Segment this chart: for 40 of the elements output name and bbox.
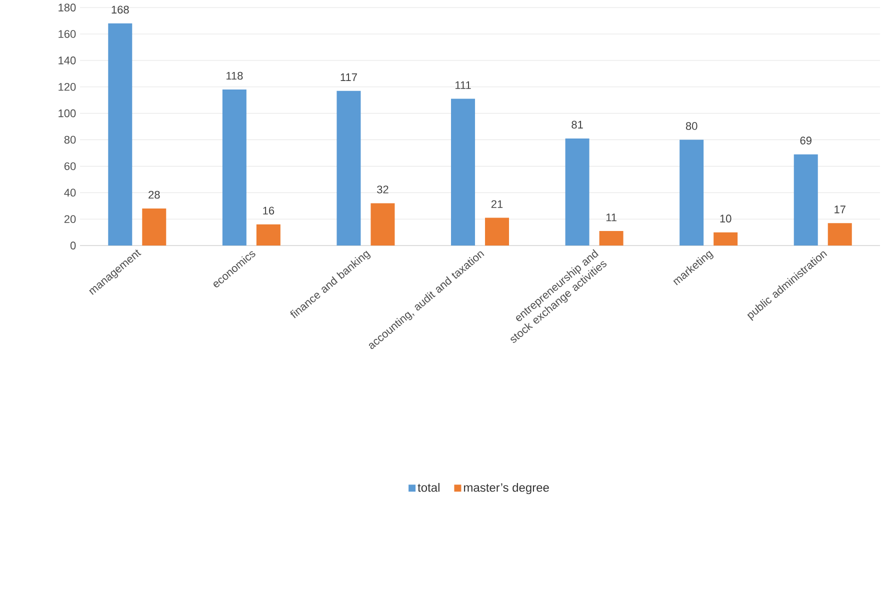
bar bbox=[142, 208, 166, 246]
bar bbox=[599, 230, 624, 246]
data-label: 81 bbox=[572, 120, 583, 128]
y-tick-label: 80 bbox=[64, 136, 76, 144]
y-tick-label: 120 bbox=[58, 82, 76, 91]
bar bbox=[451, 98, 476, 246]
data-label: 168 bbox=[112, 6, 129, 14]
data-label: 11 bbox=[606, 213, 616, 222]
bar bbox=[256, 224, 280, 246]
y-tick-label: 180 bbox=[58, 4, 76, 12]
bar bbox=[485, 218, 510, 246]
y-tick-label: 40 bbox=[64, 188, 76, 196]
data-label: 21 bbox=[491, 200, 503, 208]
data-label: 117 bbox=[340, 73, 357, 81]
bar bbox=[222, 89, 246, 246]
data-label: 69 bbox=[800, 136, 812, 144]
y-tick-label: 60 bbox=[64, 162, 76, 170]
data-label: 80 bbox=[686, 122, 698, 130]
bar bbox=[794, 154, 818, 246]
bar bbox=[370, 203, 395, 246]
bar bbox=[680, 140, 704, 246]
y-tick-label: 160 bbox=[58, 30, 76, 38]
data-label: 17 bbox=[834, 206, 846, 214]
bar bbox=[828, 222, 852, 246]
y-tick-label: 100 bbox=[58, 109, 76, 118]
data-label: 111 bbox=[455, 81, 471, 89]
bar bbox=[565, 138, 590, 246]
bar bbox=[108, 23, 132, 246]
y-tick-label: 0 bbox=[70, 242, 76, 250]
data-label: 16 bbox=[263, 206, 274, 214]
data-label: 28 bbox=[148, 190, 160, 199]
legend-label: master’s degree bbox=[464, 482, 549, 494]
y-tick-label: 20 bbox=[64, 215, 76, 223]
data-label: 10 bbox=[720, 214, 732, 222]
bar bbox=[714, 232, 738, 246]
y-tick-label: 140 bbox=[58, 56, 76, 64]
legend-label: total bbox=[418, 482, 440, 492]
data-label: 32 bbox=[377, 185, 388, 194]
data-label: 118 bbox=[226, 72, 243, 80]
bar bbox=[336, 90, 361, 246]
